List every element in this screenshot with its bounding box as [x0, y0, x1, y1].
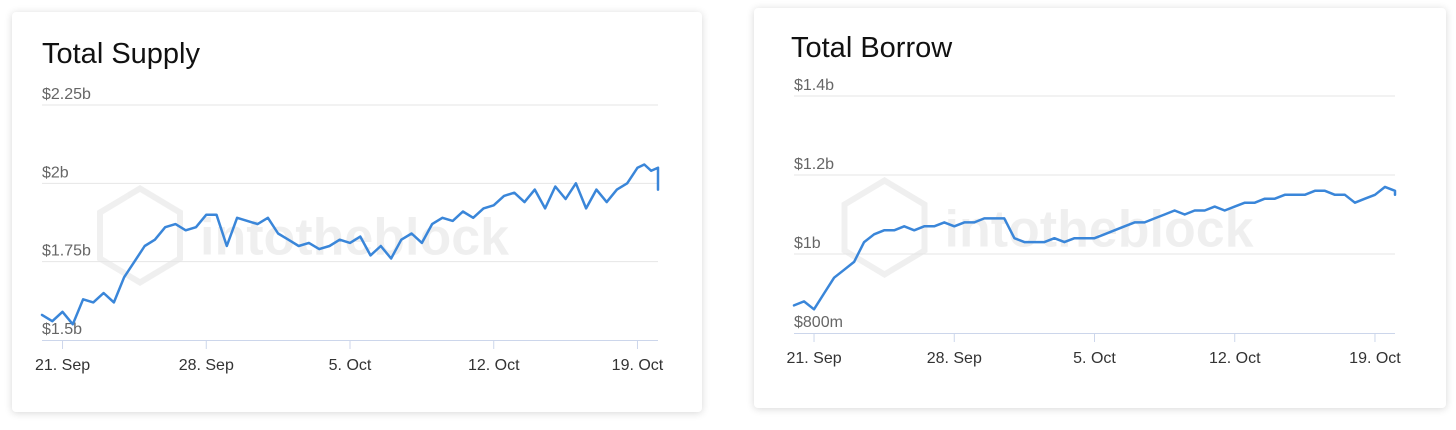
y-tick-label: $1.2b [794, 156, 834, 173]
watermark-logo-icon [841, 177, 928, 278]
x-tick-label: 19. Oct [612, 357, 664, 374]
watermark-text: intotheblock [200, 209, 509, 267]
series-line [792, 185, 1397, 311]
watermark: intotheblock [97, 185, 509, 286]
y-tick-label: $800m [794, 314, 843, 331]
chart-title: Total Supply [42, 38, 200, 70]
x-tick-label: 28. Sep [927, 350, 982, 367]
x-tick-label: 5. Oct [329, 357, 372, 374]
y-tick-label: $2.25b [42, 86, 91, 103]
x-tick-label: 12. Oct [1209, 350, 1261, 367]
watermark-logo-icon [97, 185, 183, 286]
y-tick-label: $1.4b [794, 77, 834, 94]
series-line [40, 163, 660, 326]
y-tick-label: $1.5b [42, 321, 82, 338]
x-tick-label: 5. Oct [1073, 350, 1116, 367]
chart-card-total-supply: Total Supply intotheblock $1.5b $1.75b $2b $… [12, 12, 702, 412]
y-tick-label: $2b [42, 164, 69, 181]
x-tick-label: 12. Oct [468, 357, 520, 374]
x-tick-label: 19. Oct [1349, 350, 1401, 367]
chart-card-total-borrow: Total Borrow intotheblock $800m $1b $1.2b $1… [754, 8, 1446, 408]
total-supply-chart: intotheblock $1.5b $1.75b $2b $2.25b 21. Sep 2… [35, 86, 664, 374]
chart-title: Total Borrow [791, 32, 953, 64]
y-tick-label: $1b [794, 235, 821, 252]
x-tick-label: 28. Sep [179, 357, 234, 374]
x-tick-label: 21. Sep [786, 350, 841, 367]
x-tick-label: 21. Sep [35, 357, 90, 374]
y-tick-label: $1.75b [42, 243, 91, 260]
